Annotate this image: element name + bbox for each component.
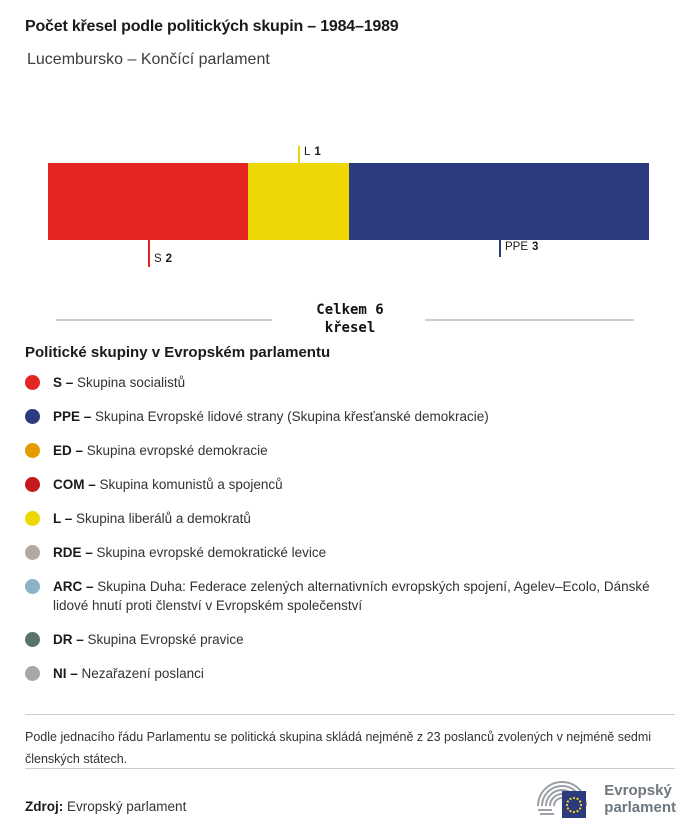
- legend-name: Skupina Evropské lidové strany (Skupina …: [95, 409, 489, 424]
- legend-item-rde: RDE – Skupina evropské demokratické levi…: [25, 543, 680, 562]
- footnote: Podle jednacího řádu Parlamentu se polit…: [25, 730, 652, 766]
- legend-label: ARC – Skupina Duha: Federace zelených al…: [53, 577, 663, 615]
- legend-label: L – Skupina liberálů a demokratů: [53, 509, 251, 528]
- source-line: Zdroj: Evropský parlament: [25, 799, 186, 814]
- legend-item-ni: NI – Nezařazení poslanci: [25, 664, 680, 683]
- legend-name: Skupina Duha: Federace zelených alternat…: [53, 579, 650, 613]
- legend-name: Nezařazení poslanci: [81, 666, 204, 681]
- legend-label: DR – Skupina Evropské pravice: [53, 630, 244, 649]
- total-divider-left: [56, 319, 272, 321]
- legend-label: ED – Skupina evropské demokracie: [53, 441, 268, 460]
- group-seats: 1: [314, 146, 321, 158]
- group-abbr: L: [304, 146, 311, 158]
- tick-line-l: [298, 146, 300, 163]
- ep-logo-wordmark: Evropský parlament: [604, 782, 676, 816]
- stacked-bar: [48, 163, 649, 240]
- legend-name: Skupina evropské demokratické levice: [96, 545, 327, 560]
- legend-label: RDE – Skupina evropské demokratické levi…: [53, 543, 326, 562]
- legend-name: Skupina Evropské pravice: [87, 632, 244, 647]
- legend-dot-ni: [25, 666, 40, 681]
- legend-item-dr: DR – Skupina Evropské pravice: [25, 630, 680, 649]
- legend-item-l: L – Skupina liberálů a demokratů: [25, 509, 680, 528]
- group-seats: 3: [532, 241, 539, 253]
- source-divider: [25, 768, 675, 769]
- bar-label-ppe: PPE 3: [499, 240, 538, 257]
- legend-item-ed: ED – Skupina evropské demokracie: [25, 441, 680, 460]
- legend-item-arc: ARC – Skupina Duha: Federace zelených al…: [25, 577, 680, 615]
- legend: S – Skupina socialistů PPE – Skupina Evr…: [25, 373, 680, 698]
- legend-label: PPE – Skupina Evropské lidové strany (Sk…: [53, 407, 489, 426]
- tick-line-s: [148, 240, 150, 267]
- legend-name: Skupina evropské demokracie: [86, 443, 268, 458]
- legend-item-s: S – Skupina socialistů: [25, 373, 680, 392]
- legend-name: Skupina socialistů: [77, 375, 186, 390]
- tick-line-ppe: [499, 240, 501, 257]
- legend-abbr: COM –: [53, 477, 96, 492]
- legend-abbr: PPE –: [53, 409, 92, 424]
- total-line-1: Celkem 6: [316, 302, 384, 318]
- legend-dot-ppe: [25, 409, 40, 424]
- ep-logo-line2: parlament: [604, 799, 676, 816]
- ep-hemicycle-icon: [537, 781, 588, 818]
- legend-dot-s: [25, 375, 40, 390]
- source-value: Evropský parlament: [67, 799, 187, 814]
- source-label: Zdroj:: [25, 799, 64, 814]
- legend-label: COM – Skupina komunistů a spojenců: [53, 475, 283, 494]
- legend-heading: Politické skupiny v Evropském parlamentu: [25, 344, 331, 361]
- bar-segment-ppe: [348, 163, 649, 240]
- page-subtitle: Lucembursko – Končící parlament: [27, 51, 270, 68]
- legend-abbr: S –: [53, 375, 74, 390]
- legend-name: Skupina liberálů a demokratů: [76, 511, 251, 526]
- legend-dot-dr: [25, 632, 40, 647]
- legend-abbr: RDE –: [53, 545, 93, 560]
- legend-abbr: DR –: [53, 632, 84, 647]
- bar-segment-l: [248, 163, 349, 240]
- legend-label: NI – Nezařazení poslanci: [53, 664, 204, 683]
- legend-dot-rde: [25, 545, 40, 560]
- legend-dot-arc: [25, 579, 40, 594]
- legend-abbr: ARC –: [53, 579, 94, 594]
- page-title: Počet křesel podle politických skupin – …: [25, 18, 399, 35]
- legend-abbr: NI –: [53, 666, 78, 681]
- total-line-2: křesel: [324, 320, 376, 336]
- legend-name: Skupina komunistů a spojenců: [99, 477, 283, 492]
- group-abbr: S: [154, 253, 162, 265]
- legend-item-ppe: PPE – Skupina Evropské lidové strany (Sk…: [25, 407, 680, 426]
- total-seats-label: Celkem 6 křesel: [0, 301, 700, 337]
- eu-flag: [562, 791, 587, 818]
- legend-abbr: L –: [53, 511, 73, 526]
- legend-dot-l: [25, 511, 40, 526]
- group-abbr: PPE: [505, 241, 529, 253]
- eu-flag-stars: [566, 796, 583, 814]
- legend-abbr: ED –: [53, 443, 84, 458]
- group-seats: 2: [165, 253, 173, 265]
- legend-label: S – Skupina socialistů: [53, 373, 185, 392]
- bar-label-ppe-text: PPE 3: [501, 240, 538, 253]
- total-divider-right: [425, 319, 634, 321]
- bar-segment-s: [48, 163, 249, 240]
- legend-dot-com: [25, 477, 40, 492]
- legend-item-com: COM – Skupina komunistů a spojenců: [25, 475, 680, 494]
- ep-logo-line1: Evropský: [604, 782, 672, 799]
- european-parliament-logo: Evropský parlament: [532, 776, 676, 822]
- footnote-divider: [25, 714, 675, 715]
- legend-dot-ed: [25, 443, 40, 458]
